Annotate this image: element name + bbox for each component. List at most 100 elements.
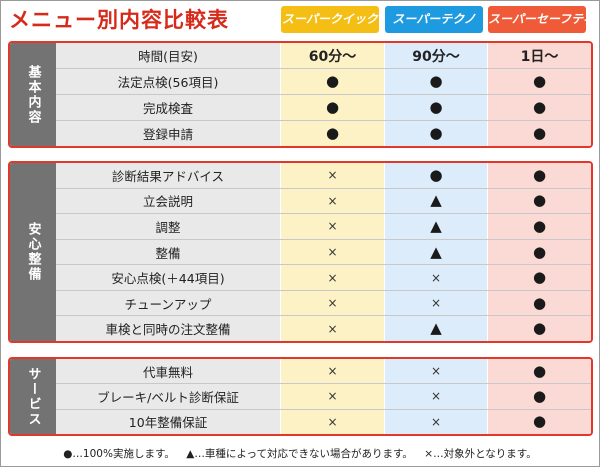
cross-mark: × <box>430 389 442 404</box>
full-circle-mark: ● <box>532 412 547 431</box>
time-value: 1日～ <box>520 48 559 65</box>
table-row: ブレーキ/ベルト診断保証 × × ● <box>56 383 591 409</box>
section-basic-content: 基本内容 時間(目安) 60分～ 90分～ 1日～ 法定点検(56項目) ● ● ● 完成検査 ●… <box>8 41 593 148</box>
full-circle-mark: ● <box>532 191 547 210</box>
full-circle-mark: ● <box>325 98 340 116</box>
legend-full: ●…100%実施します。 <box>63 448 175 460</box>
full-circle-mark: ● <box>532 361 547 380</box>
triangle-mark: ▲ <box>430 319 442 338</box>
legend-excluded: ×…対象外となります。 <box>424 448 537 460</box>
row-item-label: 代車無料 <box>56 359 281 384</box>
cell-super-quick: × <box>281 214 385 239</box>
cell-super-techno: ● <box>385 69 488 94</box>
cell-super-techno: ● <box>385 95 488 120</box>
time-value: 60分～ <box>308 48 357 65</box>
section-label: 基本内容 <box>10 43 56 146</box>
time-value: 90分～ <box>412 48 460 65</box>
cross-mark: × <box>430 364 442 379</box>
cell-super-safety: ● <box>488 188 591 214</box>
table-row: 診断結果アドバイス × ● ● <box>56 163 591 188</box>
cell-super-techno: 90分～ <box>385 43 488 68</box>
cell-super-techno: × <box>385 384 488 409</box>
plan-header-super-safety: スーパーセーフティー <box>488 6 586 33</box>
row-item-label: 時間(目安) <box>56 43 281 68</box>
cell-super-safety: ● <box>488 214 591 239</box>
row-item-label: 完成検査 <box>56 95 281 120</box>
cell-super-techno: ▲ <box>385 214 488 239</box>
plan-header-super-quick: スーパークイック <box>281 6 379 33</box>
full-circle-mark: ● <box>532 242 547 261</box>
cell-super-techno: ▲ <box>385 316 488 341</box>
plan-header-super-techno: スーパーテクノ <box>385 6 483 33</box>
full-circle-mark: ● <box>532 124 547 142</box>
table-row: チューンアップ × × ● <box>56 289 591 316</box>
cross-mark: × <box>327 270 338 285</box>
cell-super-quick: × <box>281 316 385 341</box>
cell-super-safety: ● <box>488 359 591 384</box>
cell-super-safety: ● <box>488 95 591 120</box>
cross-mark: × <box>430 296 442 311</box>
row-item-label: 診断結果アドバイス <box>56 163 281 188</box>
cell-super-quick: 60分～ <box>281 43 385 68</box>
row-item-label: 10年整備保証 <box>56 409 281 434</box>
full-circle-mark: ● <box>325 124 340 142</box>
full-circle-mark: ● <box>532 98 547 116</box>
cell-super-quick: ● <box>281 69 385 94</box>
row-item-label: 調整 <box>56 214 281 239</box>
section-safety-maintenance: 安心整備 診断結果アドバイス × ● ● 立会説明 × ▲ ● 調整 × ▲ ● 整備 × ▲ ● 安心点検(＋… <box>8 161 593 343</box>
table-row: 立会説明 × ▲ ● <box>56 187 591 214</box>
legend: ●…100%実施します。 ▲…車種によって対応できない場合があります。 ×…対象… <box>1 446 599 461</box>
full-circle-mark: ● <box>325 72 340 90</box>
triangle-mark: ▲ <box>430 191 442 210</box>
cell-super-safety: ● <box>488 265 591 290</box>
cross-mark: × <box>430 414 442 429</box>
cell-super-quick: × <box>281 359 385 384</box>
cell-super-quick: × <box>281 409 385 434</box>
cross-mark: × <box>430 270 442 285</box>
table-row: 車検と同時の注文整備 × ▲ ● <box>56 315 591 341</box>
cross-mark: × <box>327 219 338 234</box>
table-row: 10年整備保証 × × ● <box>56 408 591 434</box>
cell-super-safety: ● <box>488 290 591 316</box>
cross-mark: × <box>327 321 338 336</box>
section-service: サービス 代車無料 × × ● ブレーキ/ベルト診断保証 × × ● 10年整備保証 × × ● <box>8 357 593 436</box>
cross-mark: × <box>327 414 338 429</box>
full-circle-mark: ● <box>532 293 547 312</box>
full-circle-mark: ● <box>532 216 547 235</box>
cross-mark: × <box>327 389 338 404</box>
full-circle-mark: ● <box>532 268 547 287</box>
section-label: サービス <box>10 359 56 434</box>
cell-super-techno: × <box>385 409 488 434</box>
table-row: 完成検査 ● ● ● <box>56 94 591 120</box>
triangle-mark: ▲ <box>430 216 442 235</box>
full-circle-mark: ● <box>532 165 547 184</box>
cell-super-techno: ● <box>385 121 488 146</box>
cell-super-quick: × <box>281 163 385 188</box>
table-row: 安心点検(＋44項目) × × ● <box>56 264 591 290</box>
page-title: メニュー別内容比較表 <box>9 8 229 32</box>
cell-super-quick: × <box>281 265 385 290</box>
cell-super-quick: × <box>281 239 385 265</box>
full-circle-mark: ● <box>429 124 443 142</box>
table-row: 法定点検(56項目) ● ● ● <box>56 68 591 94</box>
full-circle-mark: ● <box>429 98 443 116</box>
cell-super-safety: 1日～ <box>488 43 591 68</box>
cross-mark: × <box>327 364 338 379</box>
cell-super-safety: ● <box>488 316 591 341</box>
row-item-label: 立会説明 <box>56 188 281 214</box>
cell-super-safety: ● <box>488 409 591 434</box>
table-row: 登録申請 ● ● ● <box>56 120 591 146</box>
row-item-label: チューンアップ <box>56 290 281 316</box>
cell-super-techno: × <box>385 359 488 384</box>
cell-super-safety: ● <box>488 384 591 409</box>
row-item-label: ブレーキ/ベルト診断保証 <box>56 384 281 409</box>
cell-super-techno: ▲ <box>385 188 488 214</box>
cell-super-safety: ● <box>488 163 591 188</box>
full-circle-mark: ● <box>429 165 443 184</box>
row-item-label: 登録申請 <box>56 121 281 146</box>
section-label: 安心整備 <box>10 163 56 341</box>
cell-super-quick: ● <box>281 121 385 146</box>
cross-mark: × <box>327 193 338 208</box>
cell-super-quick: × <box>281 384 385 409</box>
